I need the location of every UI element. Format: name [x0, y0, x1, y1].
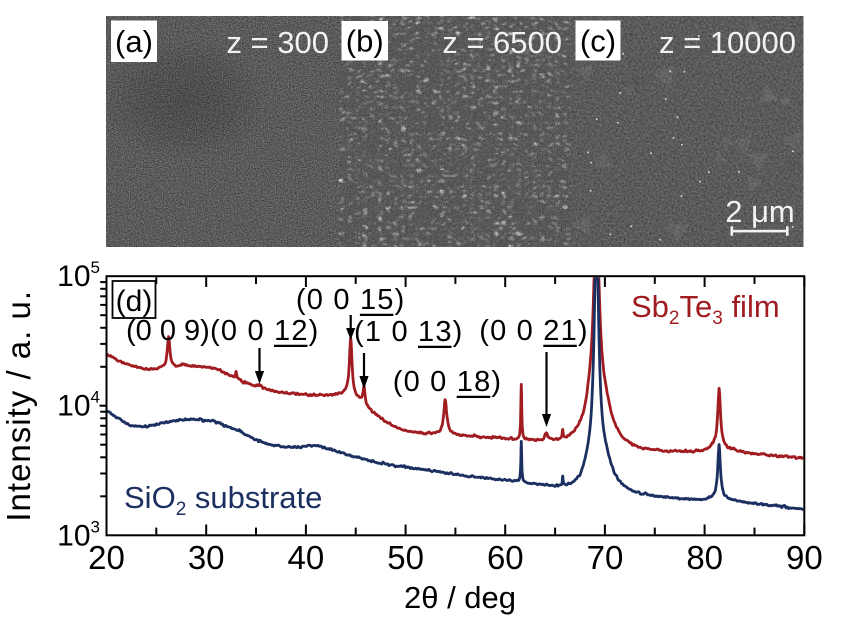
svg-text:(0 0 12): (0 0 12) — [210, 315, 320, 347]
svg-text:z = 10000: z = 10000 — [659, 25, 796, 60]
svg-text:(d): (d) — [116, 285, 153, 318]
svg-text:60: 60 — [487, 539, 524, 576]
svg-text:(0 0 18): (0 0 18) — [393, 366, 503, 398]
svg-text:90: 90 — [786, 539, 823, 576]
svg-text:105: 105 — [57, 258, 100, 293]
svg-text:104: 104 — [57, 388, 100, 423]
svg-text:20: 20 — [88, 539, 125, 576]
svg-text:70: 70 — [587, 539, 624, 576]
svg-text:(a): (a) — [115, 24, 153, 59]
svg-text:(0 0 9): (0 0 9) — [126, 315, 210, 347]
svg-text:50: 50 — [387, 539, 424, 576]
svg-text:(0 0 15): (0 0 15) — [296, 284, 406, 316]
svg-text:z = 6500: z = 6500 — [442, 25, 562, 60]
svg-text:(1 0 13): (1 0 13) — [354, 316, 464, 348]
svg-text:(b): (b) — [346, 24, 384, 59]
svg-text:2θ / deg: 2θ / deg — [404, 580, 516, 615]
svg-text:Intensity / a. u.: Intensity / a. u. — [0, 290, 37, 522]
svg-text:2 μm: 2 μm — [725, 194, 795, 229]
svg-text:80: 80 — [686, 539, 723, 576]
svg-text:z = 300: z = 300 — [226, 25, 329, 60]
svg-text:40: 40 — [288, 539, 325, 576]
svg-text:(0 0 21): (0 0 21) — [479, 315, 589, 347]
svg-text:SiO2 substrate: SiO2 substrate — [124, 480, 322, 520]
svg-text:(c): (c) — [580, 24, 616, 59]
svg-text:30: 30 — [188, 539, 225, 576]
svg-text:Sb2Te3 film: Sb2Te3 film — [631, 289, 780, 329]
